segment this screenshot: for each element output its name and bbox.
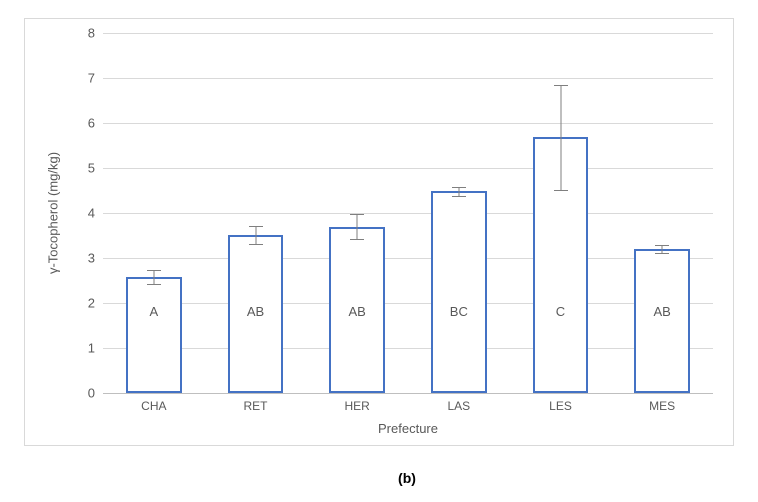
error-bar-cap [147,284,161,285]
grid-line [103,78,713,79]
x-tick-label: RET [244,399,268,413]
grid-line [103,348,713,349]
x-axis-baseline [103,393,713,394]
subfigure-label: (b) [398,470,416,486]
y-tick-label: 0 [75,386,95,401]
x-tick-label: HER [344,399,369,413]
x-tick-label: CHA [141,399,166,413]
bar-annotation: AB [329,304,385,319]
bar [126,277,182,393]
x-tick-label: LAS [447,399,470,413]
bar-annotation: AB [228,304,284,319]
bar [431,191,487,393]
bar-annotation: BC [431,304,487,319]
x-tick-label: LES [549,399,572,413]
y-tick-label: 1 [75,341,95,356]
y-tick-label: 4 [75,206,95,221]
figure-container: 0 1 2 3 4 5 6 7 8 A CHA AB RET AB HER BC LAS C LES AB MES γ-… [0,0,758,502]
error-bar-cap [655,253,669,254]
y-tick-label: 8 [75,26,95,41]
error-bar-cap [249,244,263,245]
grid-line [103,213,713,214]
error-bar [357,214,358,239]
x-axis-title: Prefecture [378,421,438,436]
plot-area: 0 1 2 3 4 5 6 7 8 A CHA AB RET AB HER BC LAS C LES AB MES γ-… [24,18,734,446]
grid-line [103,123,713,124]
error-bar-cap [350,214,364,215]
x-tick-label: MES [649,399,675,413]
grid-line [103,33,713,34]
error-bar-cap [147,270,161,271]
error-bar [458,187,459,196]
y-axis-title: γ-Tocopherol (mg/kg) [46,152,61,274]
error-bar [560,85,561,190]
bar [634,249,690,393]
error-bar-cap [452,187,466,188]
error-bar-cap [249,226,263,227]
bar-annotation: AB [634,304,690,319]
y-tick-label: 5 [75,161,95,176]
error-bar-cap [554,85,568,86]
error-bar-cap [655,245,669,246]
grid-line [103,303,713,304]
grid-line [103,168,713,169]
error-bar [153,270,154,284]
bar-annotation: A [126,304,182,319]
y-tick-label: 6 [75,116,95,131]
grid-line [103,258,713,259]
error-bar [255,226,256,244]
error-bar [662,245,663,252]
y-tick-label: 3 [75,251,95,266]
error-bar-cap [350,239,364,240]
error-bar-cap [452,196,466,197]
bar-annotation: C [533,304,589,319]
y-tick-label: 2 [75,296,95,311]
error-bar-cap [554,190,568,191]
y-tick-label: 7 [75,71,95,86]
bar-chart: 012345678ACHAABRETABHERBCLASCLESABMES [103,33,713,393]
